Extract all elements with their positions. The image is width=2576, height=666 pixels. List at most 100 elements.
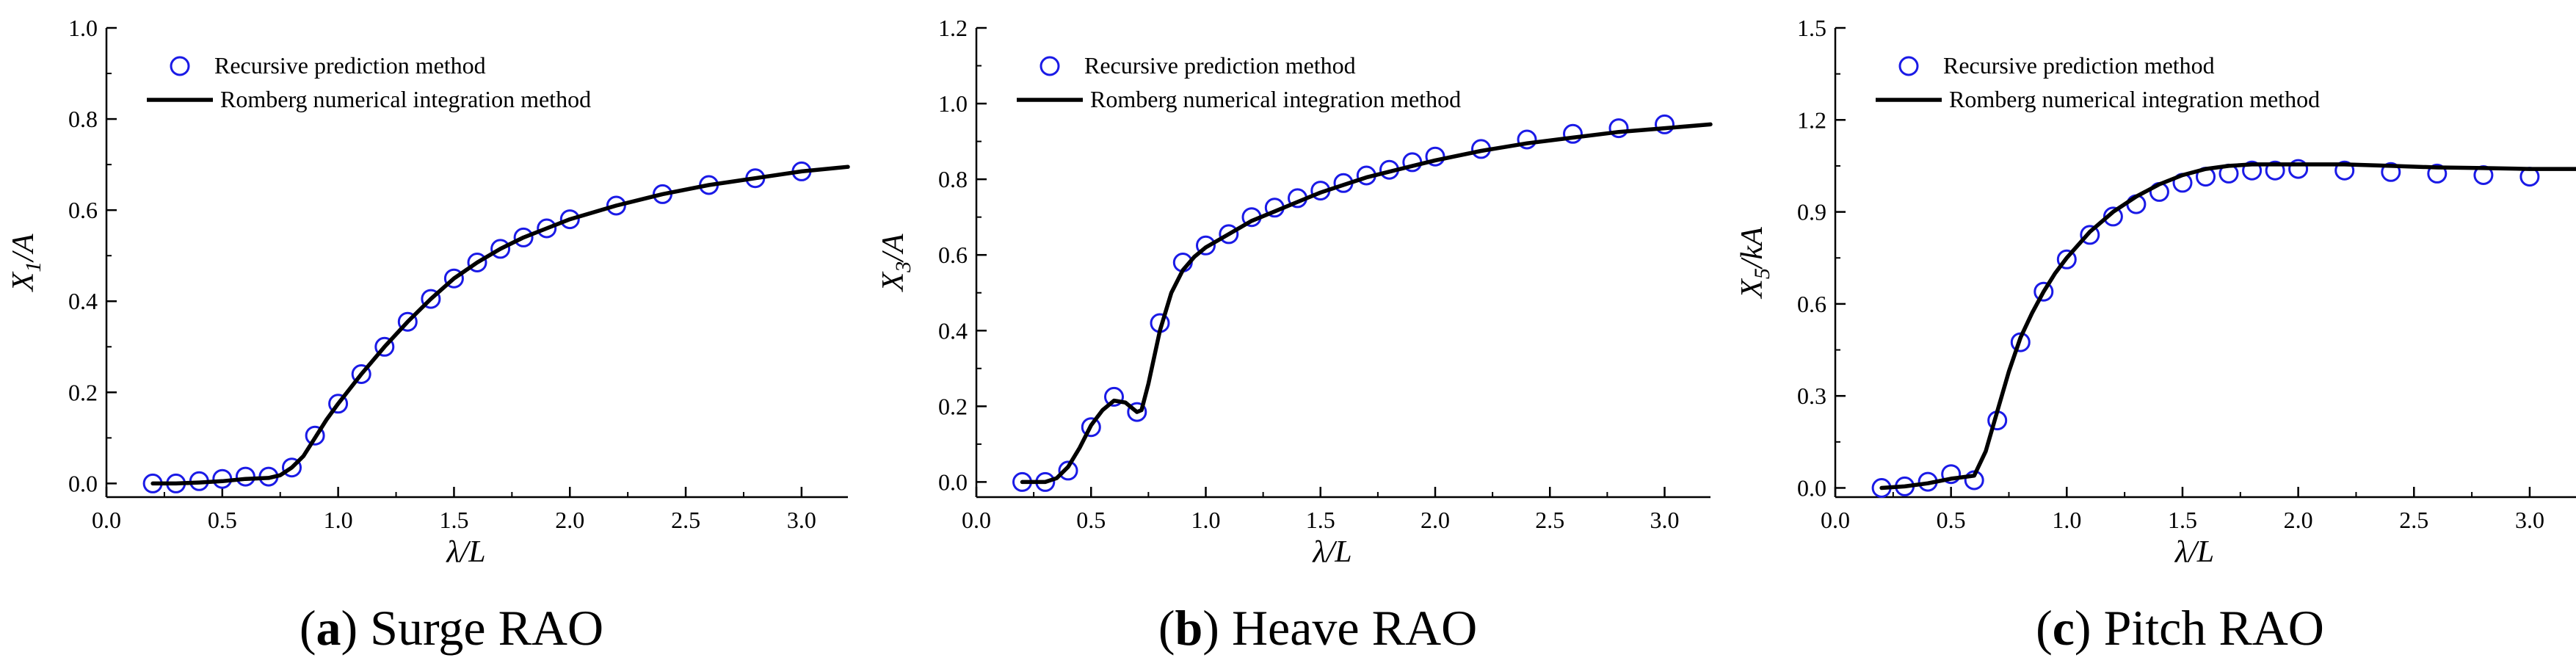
y-tick-label: 1.2 xyxy=(938,15,968,41)
recursive-data-point xyxy=(1563,123,1583,144)
y-axis-title-subscript: 5 xyxy=(1750,268,1774,279)
y-tick-label: 0.0 xyxy=(1797,474,1826,501)
recursive-data-point xyxy=(2056,249,2077,269)
recursive-data-point xyxy=(1219,224,1239,245)
recursive-data-point xyxy=(328,394,349,414)
recursive-data-point xyxy=(1127,402,1147,422)
legend-marker-icon xyxy=(170,56,190,76)
y-axis-title: X3/A xyxy=(877,234,915,292)
recursive-data-point xyxy=(1196,235,1216,256)
y-tick-label: 0.2 xyxy=(938,393,968,419)
x-tick-label: 0.5 xyxy=(1937,507,1966,533)
y-tick-label: 0.8 xyxy=(68,106,98,132)
recursive-data-point xyxy=(1608,118,1629,139)
y-tick-label: 0.8 xyxy=(938,166,968,192)
recursive-data-point xyxy=(351,364,371,384)
romberg-series-line xyxy=(1020,122,1713,485)
caption-open-paren: ( xyxy=(300,600,316,656)
recursive-data-point xyxy=(443,268,464,289)
y-axis-title-main: X xyxy=(7,270,40,292)
recursive-data-point xyxy=(559,209,580,230)
recursive-data-point xyxy=(421,289,441,309)
caption-letter: b xyxy=(1175,600,1202,656)
x-tick-label: 0.0 xyxy=(962,507,991,533)
recursive-data-point xyxy=(1058,460,1078,481)
recursive-data-point xyxy=(397,311,418,332)
legend-marker-label: Recursive prediction method xyxy=(1943,52,2215,79)
recursive-data-point xyxy=(374,336,395,357)
legend-line-label: Romberg numerical integration method xyxy=(1090,86,1461,112)
y-axis-title-main: X xyxy=(877,270,910,292)
y-axis-title-subscript: 1 xyxy=(21,261,46,272)
x-tick-label: 1.5 xyxy=(2168,507,2197,533)
x-tick-label: 1.0 xyxy=(1191,507,1221,533)
x-tick-label: 2.0 xyxy=(1421,507,1450,533)
recursive-data-point xyxy=(305,425,325,446)
x-tick-label: 2.5 xyxy=(1535,507,1564,533)
x-tick-label: 1.5 xyxy=(439,507,468,533)
x-tick-label: 2.0 xyxy=(555,507,584,533)
y-tick-label: 1.5 xyxy=(1797,15,1826,41)
recursive-data-point xyxy=(467,253,487,272)
recursive-data-point xyxy=(1104,386,1124,407)
y-tick-label: 0.2 xyxy=(68,379,98,405)
y-axis-title-tail: /kA xyxy=(1735,227,1769,269)
y-axis-title: X1/A xyxy=(7,234,46,292)
legend-line-label: Romberg numerical integration method xyxy=(220,86,591,112)
recursive-data-point xyxy=(490,239,511,259)
recursive-data-point xyxy=(537,218,557,239)
recursive-data-point xyxy=(2334,160,2355,181)
caption-title: Pitch RAO xyxy=(2091,600,2324,656)
recursive-data-point xyxy=(235,466,255,487)
recursive-data-point xyxy=(2288,159,2309,179)
x-tick-label: 0.5 xyxy=(208,507,237,533)
romberg-series-line xyxy=(150,164,850,486)
recursive-data-point xyxy=(1517,129,1537,150)
x-axis-title: λ/L xyxy=(1311,535,1352,569)
legend-marker-label: Recursive prediction method xyxy=(1084,52,1356,79)
y-tick-label: 0.4 xyxy=(938,317,968,344)
caption-open-paren: ( xyxy=(1158,600,1175,656)
recursive-data-point xyxy=(513,227,534,247)
caption-title: Heave RAO xyxy=(1219,600,1477,656)
legend-marker-icon xyxy=(1040,56,1060,76)
y-axis-title-tail: /A xyxy=(7,234,40,263)
recursive-data-point xyxy=(2080,225,2100,245)
romberg-series-line xyxy=(1879,162,2576,491)
recursive-data-point xyxy=(282,457,302,478)
panel-caption: (a) Surge RAO xyxy=(300,600,603,656)
x-axis-title: λ/L xyxy=(2174,535,2214,569)
legend-marker-label: Recursive prediction method xyxy=(214,52,486,79)
recursive-data-point xyxy=(606,195,626,216)
y-axis-title-main: X xyxy=(1735,278,1769,300)
y-axis-title-subscript: 3 xyxy=(891,261,915,273)
legend-line-label: Romberg numerical integration method xyxy=(1949,86,2320,112)
y-tick-label: 0.0 xyxy=(68,470,98,496)
panel-b: 0.0 0.5 1.0 1.5 2.0 2.5 3.0 0.0 0.2 0.4 0.6 0.8 1.0 1… xyxy=(877,15,1713,656)
recursive-data-point xyxy=(1941,464,1962,485)
x-tick-label: 0.0 xyxy=(1821,507,1850,533)
y-axis-title: X5/kA xyxy=(1735,227,1774,300)
y-tick-label: 0.6 xyxy=(938,242,968,268)
panel-caption: (c) Pitch RAO xyxy=(2036,600,2324,656)
x-tick-label: 3.0 xyxy=(787,507,816,533)
x-tick-label: 1.0 xyxy=(324,507,353,533)
x-tick-label: 0.5 xyxy=(1076,507,1106,533)
recursive-data-point xyxy=(2242,160,2263,181)
panel-caption: (b) Heave RAO xyxy=(1158,600,1477,656)
x-tick-label: 3.0 xyxy=(2515,507,2544,533)
recursive-data-point xyxy=(1081,417,1101,438)
y-tick-label: 0.6 xyxy=(68,197,98,223)
caption-title: Surge RAO xyxy=(358,600,603,656)
y-tick-label: 0.0 xyxy=(938,468,968,495)
y-tick-label: 1.2 xyxy=(1797,106,1826,133)
x-tick-label: 1.5 xyxy=(1306,507,1335,533)
y-tick-label: 1.0 xyxy=(938,90,968,117)
recursive-data-point xyxy=(2102,206,2123,227)
x-axis-title: λ/L xyxy=(445,535,485,569)
caption-close-paren: ) xyxy=(341,600,358,656)
panel-c: 0.0 0.5 1.0 1.5 2.0 2.5 3.00.00.30.60.91.21.5λ… xyxy=(1735,15,2576,656)
caption-letter: c xyxy=(2053,600,2075,656)
recursive-data-point xyxy=(1655,114,1675,134)
